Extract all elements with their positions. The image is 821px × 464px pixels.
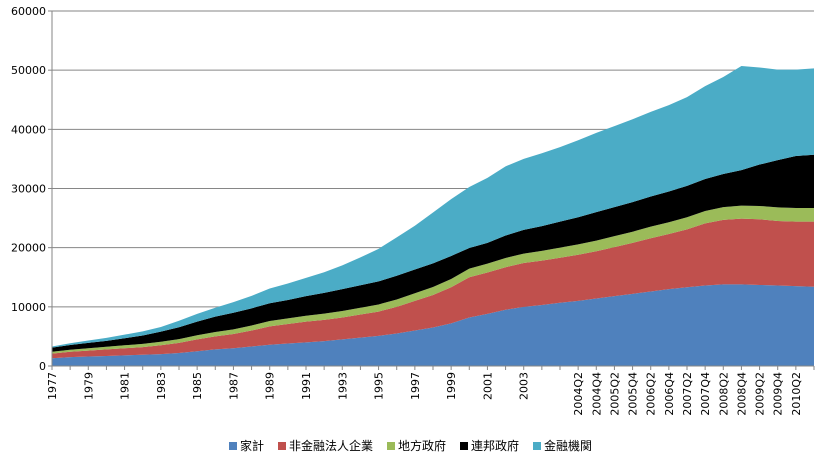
area-series-1 bbox=[52, 218, 814, 359]
x-tick-label: 2009Q4 bbox=[772, 372, 785, 416]
x-tick-label: 1979 bbox=[82, 372, 95, 400]
x-tick-label: 1993 bbox=[336, 372, 349, 400]
x-tick-label: 2008Q2 bbox=[717, 372, 730, 416]
x-tick-label: 2007Q2 bbox=[681, 372, 694, 416]
x-tick-label: 1997 bbox=[409, 372, 422, 400]
y-tick-label: 0 bbox=[39, 360, 46, 373]
x-tick-label: 1981 bbox=[119, 372, 132, 400]
legend-swatch bbox=[460, 441, 468, 450]
legend-item-3: 連邦政府 bbox=[460, 437, 519, 454]
x-tick-label: 2005Q2 bbox=[608, 372, 621, 416]
x-tick-label: 1985 bbox=[191, 372, 204, 400]
x-tick-label: 1991 bbox=[300, 372, 313, 400]
x-tick-label: 2006Q2 bbox=[645, 372, 658, 416]
legend-item-1: 非金融法人企業 bbox=[277, 437, 373, 454]
x-tick-label: 1995 bbox=[373, 372, 386, 400]
y-tick-label: 20000 bbox=[11, 242, 46, 255]
y-tick-label: 10000 bbox=[11, 301, 46, 314]
legend-swatch bbox=[228, 441, 237, 450]
legend-label: 金融機関 bbox=[544, 439, 593, 453]
x-tick-label: 2004Q4 bbox=[590, 372, 603, 416]
x-tick-label: 2005Q4 bbox=[627, 372, 640, 416]
x-tick-label: 1999 bbox=[445, 372, 458, 400]
legend-swatch bbox=[277, 441, 286, 450]
y-tick-label: 60000 bbox=[11, 5, 46, 18]
area-series-3 bbox=[52, 154, 814, 352]
x-tick-label: 2010Q2 bbox=[790, 372, 803, 416]
x-tick-label: 1989 bbox=[264, 372, 277, 400]
area-series-4 bbox=[52, 66, 814, 348]
legend-item-0: 家計 bbox=[228, 437, 264, 454]
x-axis: 1977 1979 1981 1983 1985 1987 1989 1991 1993 1995… bbox=[46, 365, 815, 416]
x-tick-label: 2006Q4 bbox=[663, 372, 676, 416]
area-series-0 bbox=[52, 284, 814, 366]
x-tick-label: 1977 bbox=[46, 372, 59, 400]
x-tick-label: 2007Q4 bbox=[699, 372, 712, 416]
x-tick-label: 2009Q2 bbox=[754, 372, 767, 416]
x-tick-label: 1983 bbox=[155, 372, 168, 400]
x-tick-label: 2001 bbox=[481, 372, 494, 400]
x-tick-label: 2003 bbox=[518, 372, 531, 400]
legend-item-2: 地方政府 bbox=[386, 437, 446, 454]
x-tick-label: 2004Q2 bbox=[572, 372, 585, 416]
legend-swatch bbox=[386, 441, 395, 450]
area-series-2 bbox=[52, 205, 814, 354]
series-areas bbox=[52, 66, 814, 366]
legend-label: 非金融法人企業 bbox=[288, 439, 373, 453]
y-tick-label: 50000 bbox=[11, 64, 46, 77]
legend-label: 家計 bbox=[239, 439, 264, 453]
legend-label: 連邦政府 bbox=[471, 439, 520, 453]
legend-item-4: 金融機関 bbox=[533, 437, 592, 454]
y-axis: 0 10000 20000 30000 40000 50000 60000 bbox=[11, 5, 53, 373]
legend-swatch bbox=[533, 441, 542, 450]
x-tick-label: 2008Q4 bbox=[735, 372, 748, 416]
y-tick-label: 40000 bbox=[11, 123, 46, 136]
legend-label: 地方政府 bbox=[397, 439, 446, 453]
x-tick-label: 1987 bbox=[227, 372, 240, 400]
legend: 家計 非金融法人企業 地方政府 連邦政府 金融機関 bbox=[0, 437, 821, 454]
y-tick-label: 30000 bbox=[11, 183, 46, 196]
